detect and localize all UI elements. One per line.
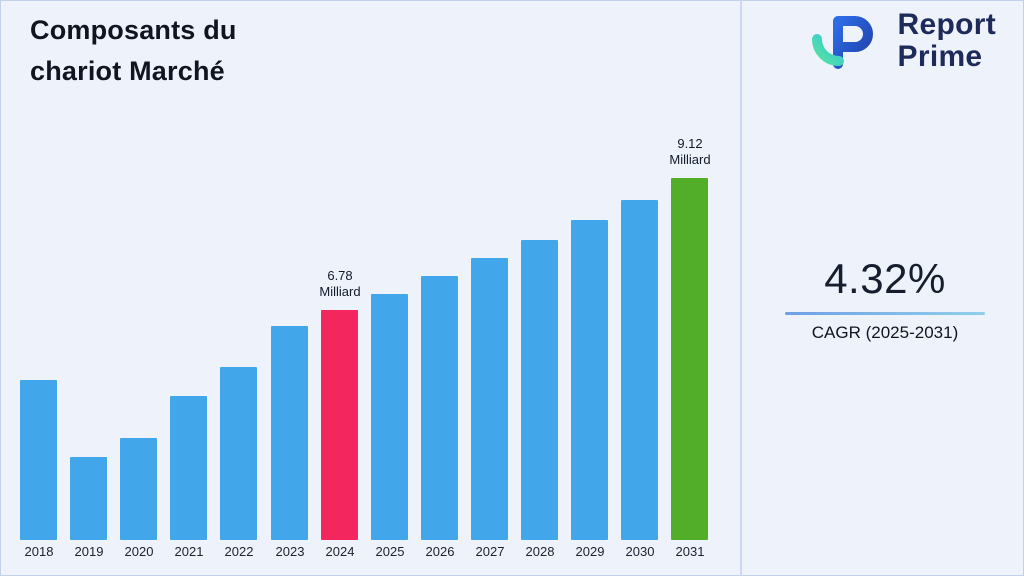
bar-2024: [321, 310, 358, 540]
x-tick-2030: 2030: [625, 544, 655, 559]
bar-2022: [220, 367, 257, 540]
bar-2027: [471, 258, 508, 540]
annotation-value: 9.12: [677, 136, 703, 151]
brand-name-line2: Prime: [897, 40, 983, 73]
bar-2028: [521, 240, 558, 540]
cagr-underline: [785, 312, 985, 315]
x-tick-2018: 2018: [24, 544, 54, 559]
x-tick-2028: 2028: [525, 544, 555, 559]
vertical-divider: [740, 0, 742, 576]
bar-2026: [421, 276, 458, 540]
brand-name-line1: Report: [897, 8, 996, 41]
x-tick-2020: 2020: [124, 544, 154, 559]
x-tick-2023: 2023: [275, 544, 305, 559]
bar-chart: 2018 2019 2020 2021 2022 2023 2024 2025 2026 2027…: [20, 136, 738, 559]
x-tick-2027: 2027: [475, 544, 505, 559]
bar-2020: [120, 438, 157, 540]
x-tick-2031: 2031: [675, 544, 705, 559]
annotation-unit: Milliard: [669, 152, 711, 167]
x-tick-2021: 2021: [174, 544, 204, 559]
x-tick-2022: 2022: [224, 544, 254, 559]
x-tick-2029: 2029: [575, 544, 605, 559]
bar-2023: [271, 326, 308, 540]
report-prime-logo-icon: [811, 16, 873, 69]
annotation-2024: 6.78 Milliard: [292, 268, 388, 300]
x-tick-2025: 2025: [375, 544, 405, 559]
cagr-value: 4.32%: [824, 255, 946, 302]
page-title-line2: chariot Marché: [30, 56, 225, 86]
brand-logo: Report Prime: [804, 8, 996, 74]
page-title: Composants du chariot Marché: [30, 10, 237, 92]
bar-2030: [621, 200, 658, 540]
bar-2021: [170, 396, 207, 540]
annotation-value: 6.78: [327, 268, 353, 283]
bar-2018: [20, 380, 57, 540]
x-tick-2024: 2024: [325, 544, 355, 559]
page-title-line1: Composants du: [30, 15, 237, 45]
bar-2031: [671, 178, 708, 540]
annotation-2031: 9.12 Milliard: [642, 136, 738, 168]
x-tick-2019: 2019: [74, 544, 104, 559]
cagr-panel: 4.32% CAGR (2025-2031): [762, 255, 1008, 343]
annotation-unit: Milliard: [319, 284, 361, 299]
brand-name: Report Prime: [898, 9, 996, 73]
bar-2025: [371, 294, 408, 540]
bar-2029: [571, 220, 608, 540]
x-tick-2026: 2026: [425, 544, 455, 559]
cagr-label: CAGR (2025-2031): [811, 323, 959, 342]
bar-2019: [70, 457, 107, 540]
